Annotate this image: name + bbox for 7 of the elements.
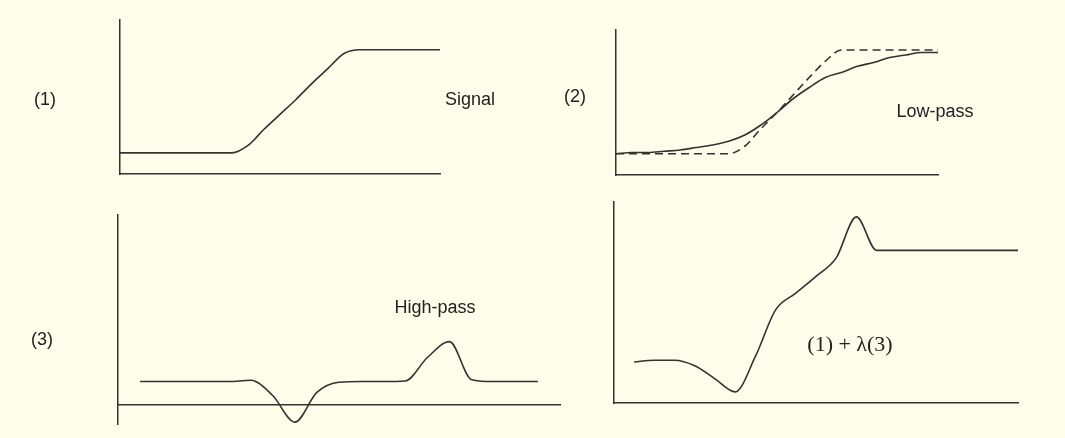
annotation: (1) + λ(3) xyxy=(807,330,893,356)
text: (1) xyxy=(34,88,56,109)
chart-title: (3) xyxy=(31,328,53,349)
text: High-pass xyxy=(394,296,476,317)
annotation: Low-pass xyxy=(896,100,974,121)
text: (2) xyxy=(564,85,586,106)
text: Signal xyxy=(444,88,496,109)
